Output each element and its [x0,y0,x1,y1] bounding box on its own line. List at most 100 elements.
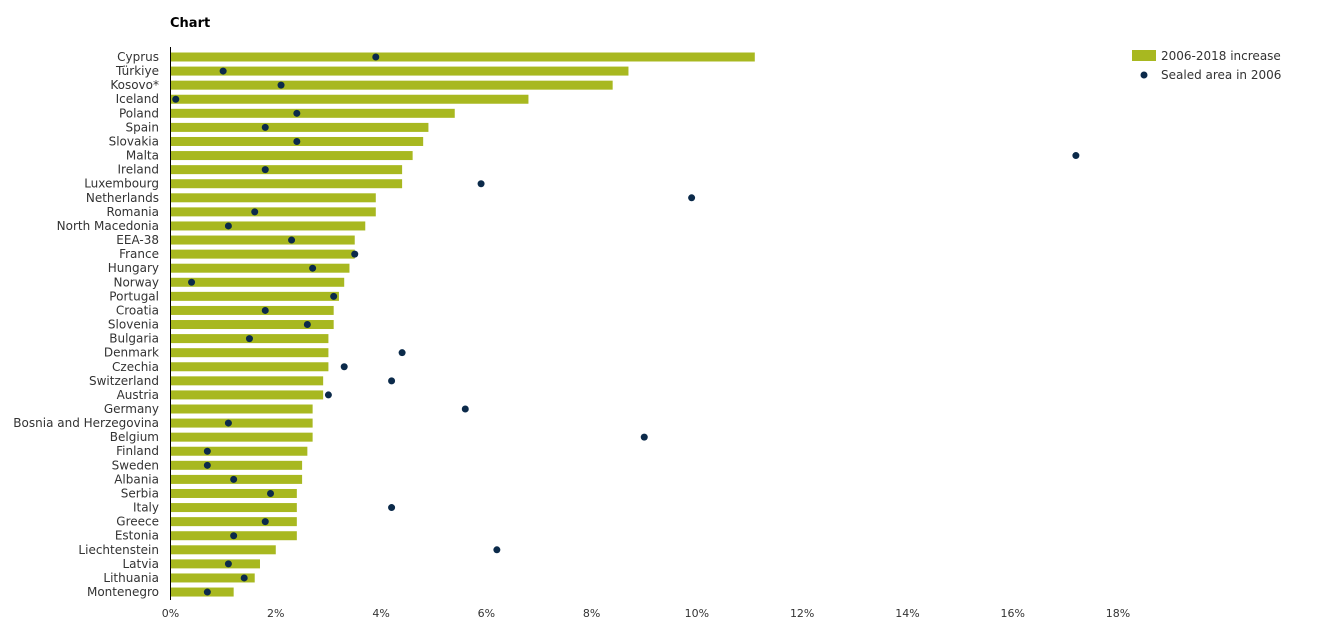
category-label-switzerland: Switzerland [89,374,159,388]
point-norway [188,278,196,286]
category-label-albania: Albania [114,472,159,486]
x-tick-label: 4% [372,607,389,620]
bar-malta [170,151,413,161]
point-spain [261,123,269,131]
category-label-serbia: Serbia [121,486,159,500]
bar-iceland [170,94,529,104]
category-label-bulgaria: Bulgaria [109,332,159,346]
bar-netherlands [170,193,376,203]
bar-switzerland [170,376,324,386]
point-austria [324,391,332,399]
bar-ireland [170,165,403,175]
point-malta [1072,152,1080,160]
bar-france [170,249,355,259]
legend: 2006-2018 increase Sealed area in 2006 [1132,49,1281,82]
bar-kosovo [170,80,613,90]
bar-norway [170,277,345,287]
category-labels: CyprusTürkiyeKosovo*IcelandPolandSpainSl… [13,50,159,599]
bar-greece [170,517,297,527]
bar-bosnia-and-herzegovina [170,418,313,428]
category-label-slovenia: Slovenia [108,318,159,332]
point-serbia [267,489,275,497]
category-label-montenegro: Montenegro [87,585,159,599]
bar-germany [170,404,313,414]
chart-title: Chart [170,16,211,31]
category-label-kosovo: Kosovo* [110,78,159,92]
point-italy [388,504,396,512]
bar-austria [170,390,324,400]
point-belgium [640,433,648,441]
bar-italy [170,503,297,513]
point-cyprus [372,53,380,61]
point-luxembourg [477,180,485,188]
x-tick-label: 10% [685,607,709,620]
category-label-north-macedonia: North Macedonia [57,219,159,233]
category-label-iceland: Iceland [116,92,159,106]
point-eea-38 [288,236,296,244]
category-label-cyprus: Cyprus [117,50,159,64]
point-greece [261,518,269,526]
category-label-poland: Poland [119,106,159,120]
point-slovenia [303,321,311,329]
category-label-malta: Malta [126,149,159,163]
point-t-rkiye [219,67,227,75]
category-label-t-rkiye: Türkiye [115,64,159,78]
point-estonia [230,532,238,540]
category-label-estonia: Estonia [115,529,159,543]
bar-czechia [170,362,329,372]
point-netherlands [688,194,696,202]
category-label-denmark: Denmark [104,346,159,360]
point-iceland [172,95,180,103]
category-label-sweden: Sweden [112,458,159,472]
point-germany [461,405,469,413]
bar-portugal [170,291,339,301]
bar-croatia [170,305,334,315]
bars-layer [170,52,755,597]
category-label-liechtenstein: Liechtenstein [78,543,159,557]
category-label-luxembourg: Luxembourg [84,177,159,191]
point-montenegro [203,588,211,596]
bar-spain [170,122,429,132]
bar-serbia [170,488,297,498]
point-poland [293,109,301,117]
legend-point-label: Sealed area in 2006 [1161,68,1281,82]
category-label-croatia: Croatia [116,303,159,317]
category-label-slovakia: Slovakia [109,134,159,148]
point-latvia [224,560,232,568]
bar-slovenia [170,320,334,330]
legend-bar-swatch [1132,50,1156,61]
bar-finland [170,446,308,456]
x-tick-label: 16% [1000,607,1024,620]
x-tick-label: 14% [895,607,919,620]
point-finland [203,447,211,455]
bar-sweden [170,460,303,470]
x-tick-label: 6% [478,607,495,620]
category-label-latvia: Latvia [122,557,159,571]
points-layer [172,53,1080,596]
bar-lithuania [170,573,255,583]
point-switzerland [388,377,396,385]
category-label-austria: Austria [117,388,159,402]
point-czechia [340,363,348,371]
point-bulgaria [245,335,253,343]
point-ireland [261,166,269,174]
category-label-finland: Finland [116,444,159,458]
point-sweden [203,461,211,469]
category-label-czechia: Czechia [112,360,159,374]
legend-point-swatch [1140,71,1148,79]
category-label-germany: Germany [104,402,159,416]
bar-denmark [170,348,329,358]
category-label-italy: Italy [133,501,159,515]
bar-belgium [170,432,313,442]
bar-romania [170,207,376,217]
category-label-netherlands: Netherlands [86,191,159,205]
x-tick-label: 12% [790,607,814,620]
point-romania [251,208,259,216]
point-albania [230,475,238,483]
legend-bar-label: 2006-2018 increase [1161,49,1281,63]
category-label-norway: Norway [113,275,159,289]
bar-north-macedonia [170,221,366,231]
point-slovakia [293,137,301,145]
bar-montenegro [170,587,234,597]
